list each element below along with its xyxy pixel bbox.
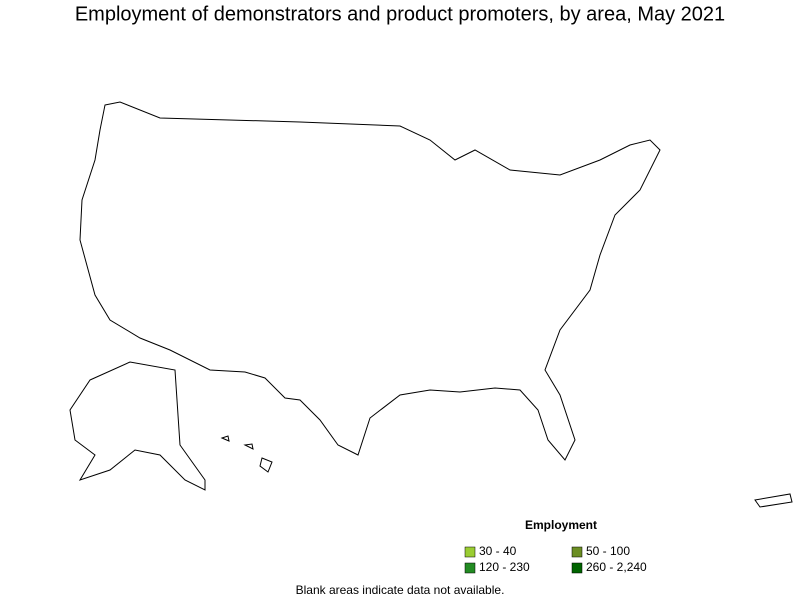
legend-label: 30 - 40 xyxy=(479,544,517,558)
map-title: Employment of demonstrators and product … xyxy=(75,3,725,25)
legend-swatch xyxy=(464,546,476,558)
legend: 30 - 40 50 - 100 120 - 230 260 - 2,240 xyxy=(464,544,647,574)
contiguous-us xyxy=(79,101,661,461)
legend-label: 260 - 2,240 xyxy=(586,560,647,574)
legend-swatch xyxy=(571,562,583,574)
legend-title: Employment xyxy=(525,518,597,532)
legend-label: 120 - 230 xyxy=(479,560,530,574)
map xyxy=(69,101,793,508)
legend-label: 50 - 100 xyxy=(586,544,630,558)
puerto-rico xyxy=(754,493,793,508)
hawaii xyxy=(220,435,273,473)
legend-swatch xyxy=(571,546,583,558)
footnote: Blank areas indicate data not available. xyxy=(296,583,505,597)
alaska xyxy=(69,361,206,491)
legend-swatch xyxy=(464,562,476,574)
